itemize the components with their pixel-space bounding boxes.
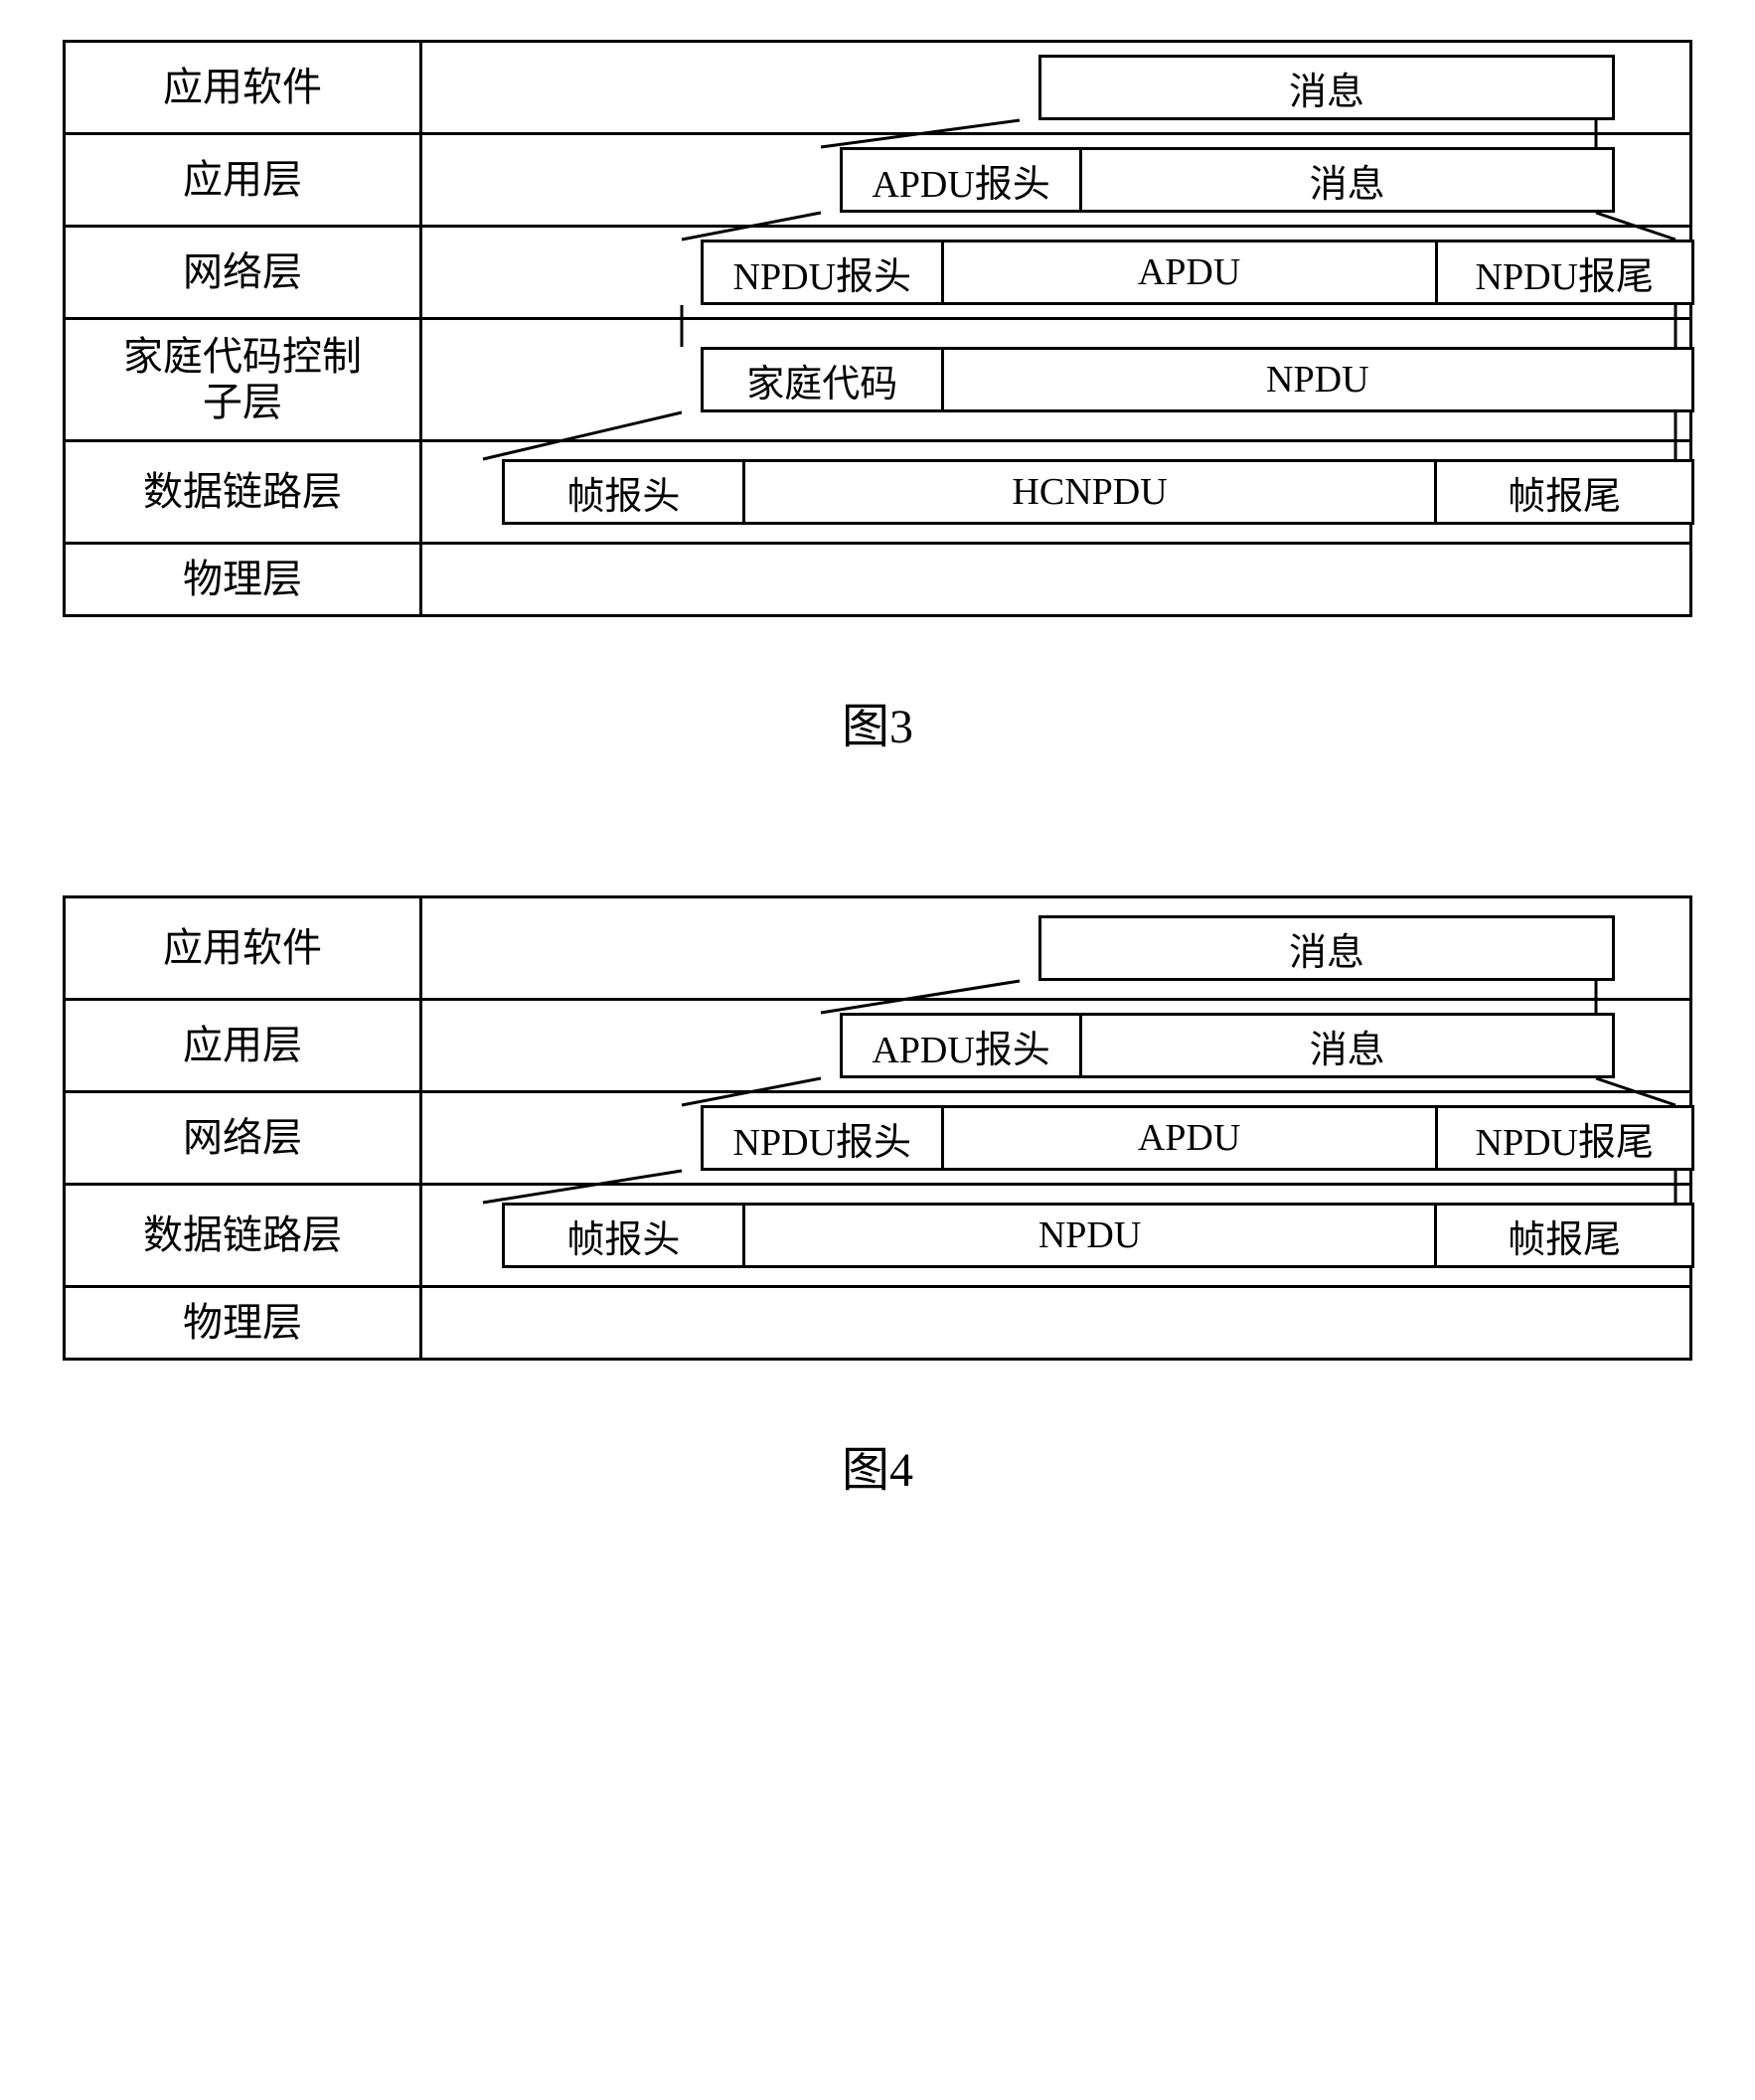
- layer-label: 家庭代码控制子层: [66, 320, 422, 439]
- layer-label: 数据链路层: [66, 1186, 422, 1285]
- layer-label: 数据链路层: [66, 442, 422, 542]
- figure-caption: 图4: [63, 1430, 1692, 1500]
- pdu-segment: 帧报尾: [1434, 462, 1691, 522]
- pdu-segment: NPDU: [742, 1206, 1434, 1265]
- pdu-segment: APDU: [941, 242, 1435, 302]
- pdu-segment: APDU: [941, 1108, 1435, 1168]
- diagram-wrap-0: 应用软件消息应用层APDU报头消息网络层NPDU报头APDUNPDU报尾家庭代码…: [63, 40, 1692, 756]
- layer-row: 网络层NPDU报头APDUNPDU报尾: [66, 1093, 1689, 1186]
- layer-content: APDU报头消息: [422, 135, 1689, 225]
- pdu-box: NPDU报头APDUNPDU报尾: [701, 240, 1694, 305]
- pdu-box: APDU报头消息: [840, 1013, 1615, 1078]
- layer-row: 物理层: [66, 1288, 1689, 1361]
- layer-content: 帧报头HCNPDU帧报尾: [422, 442, 1689, 542]
- layer-content: 消息: [422, 43, 1689, 132]
- figure-caption: 图3: [63, 687, 1692, 756]
- layer-row: 物理层: [66, 545, 1689, 617]
- layer-row: 应用层 APDU报头消息: [66, 135, 1689, 228]
- pdu-segment: NPDU报尾: [1435, 242, 1691, 302]
- layer-row: 数据链路层帧报头HCNPDU帧报尾: [66, 442, 1689, 545]
- layer-content: [422, 1288, 1689, 1377]
- pdu-segment: 消息: [1041, 918, 1612, 978]
- pdu-segment: 帧报头: [505, 462, 742, 522]
- layer-label: 应用软件: [66, 898, 422, 998]
- pdu-segment: 消息: [1041, 58, 1612, 117]
- layer-row: 应用层 APDU报头消息: [66, 1001, 1689, 1093]
- layer-label: 物理层: [66, 1288, 422, 1358]
- pdu-segment: APDU报头: [843, 150, 1079, 210]
- layer-content: APDU报头消息: [422, 1001, 1689, 1090]
- layer-content: NPDU报头APDUNPDU报尾: [422, 1093, 1689, 1183]
- pdu-box: 消息: [1038, 915, 1615, 981]
- pdu-segment: 消息: [1079, 150, 1612, 210]
- pdu-segment: 家庭代码: [704, 350, 941, 409]
- layer-content: 消息: [422, 898, 1689, 998]
- pdu-segment: 消息: [1079, 1016, 1612, 1075]
- layer-label: 应用层: [66, 135, 422, 225]
- pdu-box: 家庭代码NPDU: [701, 347, 1694, 412]
- layer-content: 家庭代码NPDU: [422, 320, 1689, 439]
- pdu-box: APDU报头消息: [840, 147, 1615, 213]
- layer-row: 数据链路层帧报头NPDU帧报尾: [66, 1186, 1689, 1288]
- layer-diagram: 应用软件消息应用层APDU报头消息网络层NPDU报头APDUNPDU报尾家庭代码…: [63, 40, 1692, 617]
- pdu-box: 帧报头HCNPDU帧报尾: [502, 459, 1694, 525]
- layer-row: 应用软件 消息: [66, 43, 1689, 135]
- layer-label: 物理层: [66, 545, 422, 614]
- layer-content: NPDU报头APDUNPDU报尾: [422, 228, 1689, 317]
- pdu-box: NPDU报头APDUNPDU报尾: [701, 1105, 1694, 1171]
- layer-label: 网络层: [66, 228, 422, 317]
- layer-content: 帧报头NPDU帧报尾: [422, 1186, 1689, 1285]
- pdu-segment: NPDU报尾: [1435, 1108, 1691, 1168]
- pdu-segment: APDU报头: [843, 1016, 1079, 1075]
- layer-row: 网络层NPDU报头APDUNPDU报尾: [66, 228, 1689, 320]
- layer-label: 应用层: [66, 1001, 422, 1090]
- pdu-segment: 帧报尾: [1434, 1206, 1691, 1265]
- layer-row: 家庭代码控制子层家庭代码NPDU: [66, 320, 1689, 442]
- pdu-box: 消息: [1038, 55, 1615, 120]
- layer-label: 网络层: [66, 1093, 422, 1183]
- pdu-segment: 帧报头: [505, 1206, 742, 1265]
- pdu-segment: NPDU报头: [704, 242, 941, 302]
- layer-row: 应用软件 消息: [66, 898, 1689, 1001]
- diagram-wrap-1: 应用软件消息应用层APDU报头消息网络层NPDU报头APDUNPDU报尾数据链路…: [63, 895, 1692, 1500]
- pdu-segment: NPDU: [941, 350, 1691, 409]
- pdu-segment: HCNPDU: [742, 462, 1434, 522]
- pdu-segment: NPDU报头: [704, 1108, 941, 1168]
- pdu-box: 帧报头NPDU帧报尾: [502, 1203, 1694, 1268]
- layer-label: 应用软件: [66, 43, 422, 132]
- layer-content: [422, 545, 1689, 634]
- layer-diagram: 应用软件消息应用层APDU报头消息网络层NPDU报头APDUNPDU报尾数据链路…: [63, 895, 1692, 1361]
